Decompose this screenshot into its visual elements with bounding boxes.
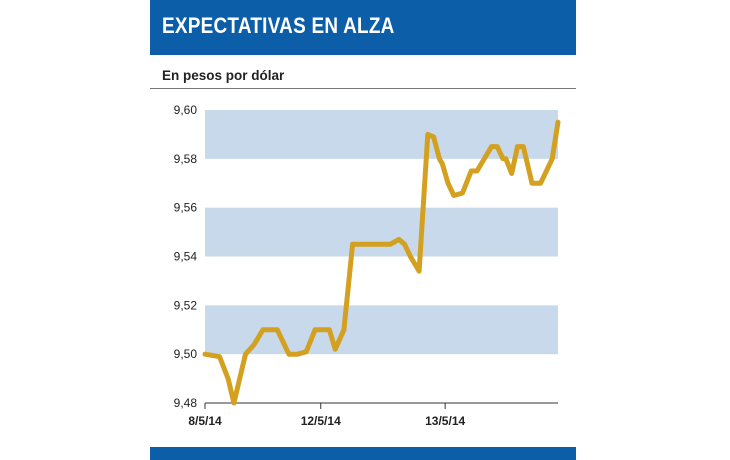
x-tick-label: 12/5/14 [301,414,341,428]
subtitle-divider [150,88,576,89]
x-tick-label: 13/5/14 [425,414,465,428]
chart-subtitle: En pesos por dólar [162,68,285,83]
y-tick-label: 9,54 [174,250,198,264]
line-chart: 9,48 9,50 9,52 9,54 9,56 9,58 9,60 8/5/14 12/5/… [174,103,561,428]
series-layer [202,119,561,406]
x-axis: 8/5/14 12/5/14 13/5/14 [188,402,558,428]
footer-bar [150,447,576,460]
chart-card: EXPECTATIVAS EN ALZA En pesos por dólar … [150,0,576,460]
y-tick-label: 9,48 [174,396,198,410]
grid-band [205,305,558,355]
x-tick-label: 8/5/14 [188,414,222,428]
y-tick-label: 9,56 [174,201,198,215]
series-line [202,119,561,406]
header-bar: EXPECTATIVAS EN ALZA [150,0,576,55]
grid-bands [205,110,558,355]
y-tick-label: 9,60 [174,103,198,117]
grid-band [205,207,558,257]
grid-band [205,110,558,159]
y-axis-ticks: 9,48 9,50 9,52 9,54 9,56 9,58 9,60 [174,103,198,410]
y-tick-label: 9,50 [174,347,198,361]
y-tick-label: 9,52 [174,298,198,312]
y-tick-label: 9,58 [174,152,198,166]
chart-title: EXPECTATIVAS EN ALZA [162,13,395,38]
